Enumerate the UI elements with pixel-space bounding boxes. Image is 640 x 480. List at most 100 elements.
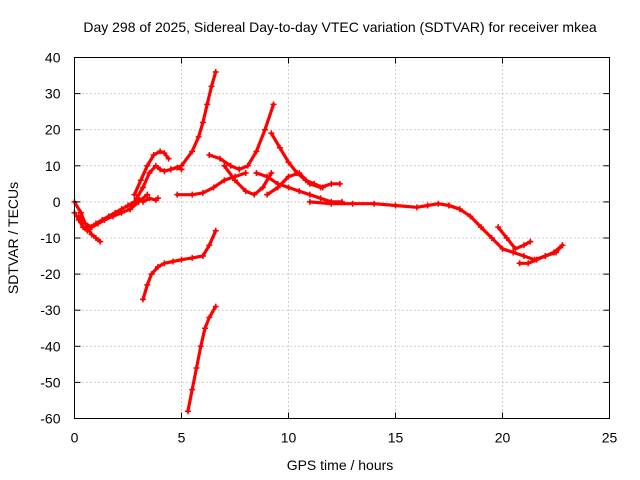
data-point [154, 195, 161, 202]
data-point [488, 235, 495, 241]
chart-title: Day 298 of 2025, Sidereal Day-to-day VTE… [83, 19, 596, 35]
data-point [510, 249, 517, 256]
x-tick-label: 0 [71, 430, 79, 446]
data-point [285, 159, 292, 166]
x-tick-label: 10 [281, 430, 297, 446]
data-point [270, 101, 277, 108]
y-tick-label: -50 [40, 374, 60, 390]
data-point [516, 260, 523, 267]
data-point [161, 168, 168, 175]
data-point [336, 180, 343, 187]
data-point [152, 162, 159, 169]
data-point [206, 242, 213, 249]
data-point [512, 245, 519, 252]
data-point [212, 303, 219, 310]
series-trace-mid-c [221, 162, 275, 198]
data-point [274, 184, 281, 191]
data-point [133, 195, 140, 202]
data-point [189, 386, 196, 393]
data-point [242, 188, 249, 195]
data-point [150, 151, 157, 158]
series-trace-mid-d [253, 170, 345, 205]
data-point [217, 155, 224, 162]
series-trace-peak [131, 148, 172, 198]
data-point [212, 68, 219, 75]
data-point [499, 245, 506, 252]
data-point [413, 204, 420, 211]
data-point [296, 188, 303, 195]
data-point [92, 235, 99, 241]
series-trace-mid-b [206, 101, 277, 173]
y-tick-label: 20 [45, 122, 61, 138]
y-axis-label: SDTVAR / TECUs [5, 182, 21, 294]
data-point [161, 150, 168, 157]
data-point [178, 162, 185, 169]
data-point [328, 180, 335, 187]
data-point [167, 166, 174, 173]
y-tick-label: 40 [45, 50, 61, 66]
data-point [206, 151, 213, 158]
data-point [125, 202, 131, 209]
series-trace-late-b [516, 242, 566, 267]
data-point [276, 144, 283, 151]
data-point [259, 184, 266, 191]
data-point [306, 191, 313, 198]
data-point [110, 213, 117, 220]
data-point [424, 202, 431, 209]
data-point [146, 195, 153, 202]
data-point [199, 189, 206, 196]
data-point [118, 209, 125, 216]
data-point [95, 220, 102, 227]
data-point [251, 191, 258, 198]
data-point [197, 343, 204, 350]
data-point [144, 191, 151, 198]
series-trace-small-loop [139, 195, 161, 205]
series-line [77, 193, 149, 229]
data-point [88, 231, 95, 238]
series-line [141, 196, 160, 204]
data-point [212, 227, 219, 234]
data-point [148, 271, 155, 278]
data-point [232, 177, 238, 184]
series-trace-steep-up [167, 68, 219, 173]
data-point [88, 224, 95, 231]
data-point [165, 155, 172, 162]
x-tick-label: 20 [495, 430, 511, 446]
data-point [392, 202, 399, 209]
data-point [446, 202, 452, 209]
series-trace-low-left [139, 227, 219, 303]
series-layer [71, 68, 566, 415]
data-point [82, 220, 89, 227]
data-point [525, 260, 532, 267]
y-tick-label: 10 [45, 158, 61, 174]
y-tick-label: -40 [40, 338, 60, 354]
data-point [157, 166, 164, 173]
data-point [75, 213, 82, 220]
data-point [495, 224, 502, 231]
data-point [193, 364, 200, 371]
data-point [371, 200, 378, 207]
tick-layer: 0 5 10 15 20 25 -60 -50 -40 -30 -20 -10 0 10 20 30 40 [40, 50, 617, 446]
grid-layer [74, 57, 610, 419]
data-point [80, 224, 87, 231]
data-point [144, 281, 151, 288]
data-point [559, 242, 566, 249]
x-tick-label: 5 [178, 430, 186, 446]
data-point [253, 148, 260, 155]
data-point [533, 256, 540, 263]
series-trace-plunge [184, 303, 219, 415]
data-point [242, 170, 249, 177]
data-point [97, 238, 104, 245]
series-line [222, 164, 273, 197]
data-point [328, 200, 335, 207]
data-point [161, 260, 168, 267]
data-point [174, 191, 181, 198]
data-point [157, 148, 164, 155]
data-point [189, 254, 196, 261]
data-point [306, 198, 313, 205]
y-tick-label: -20 [40, 266, 60, 282]
data-point [317, 195, 324, 202]
x-tick-label: 15 [388, 430, 404, 446]
data-point [210, 184, 217, 191]
